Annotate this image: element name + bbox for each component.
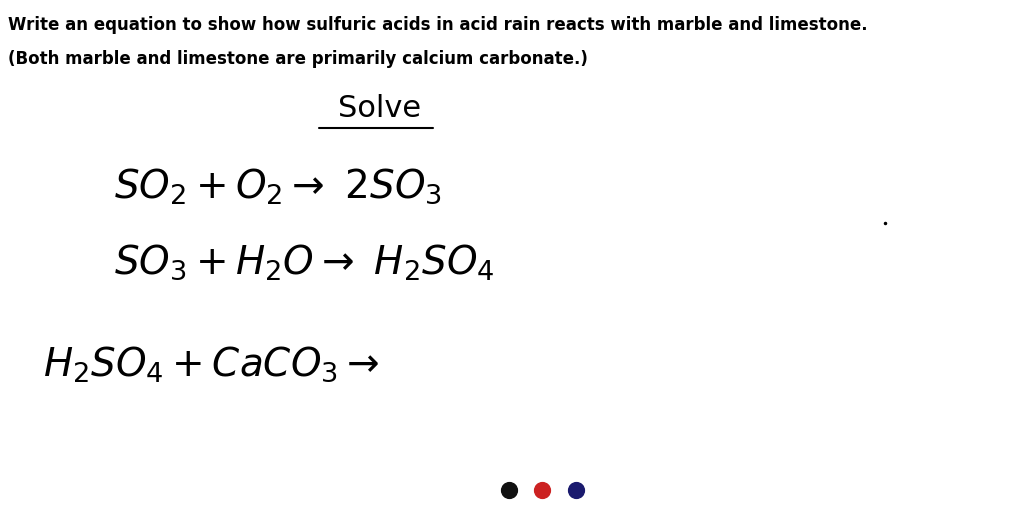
Point bbox=[501, 486, 517, 494]
Text: $H_2SO_4 + CaCO_3 \rightarrow$: $H_2SO_4 + CaCO_3 \rightarrow$ bbox=[43, 344, 379, 384]
Point bbox=[535, 486, 551, 494]
Text: $SO_3 + H_2O \rightarrow\ H_2SO_4$: $SO_3 + H_2O \rightarrow\ H_2SO_4$ bbox=[115, 242, 495, 282]
Text: $SO_2 + O_2 \rightarrow\ 2SO_3$: $SO_2 + O_2 \rightarrow\ 2SO_3$ bbox=[115, 166, 442, 206]
Text: (Both marble and limestone are primarily calcium carbonate.): (Both marble and limestone are primarily… bbox=[7, 50, 588, 68]
Text: Write an equation to show how sulfuric acids in acid rain reacts with marble and: Write an equation to show how sulfuric a… bbox=[7, 16, 867, 34]
Text: Solve: Solve bbox=[338, 94, 421, 123]
Point bbox=[567, 486, 584, 494]
